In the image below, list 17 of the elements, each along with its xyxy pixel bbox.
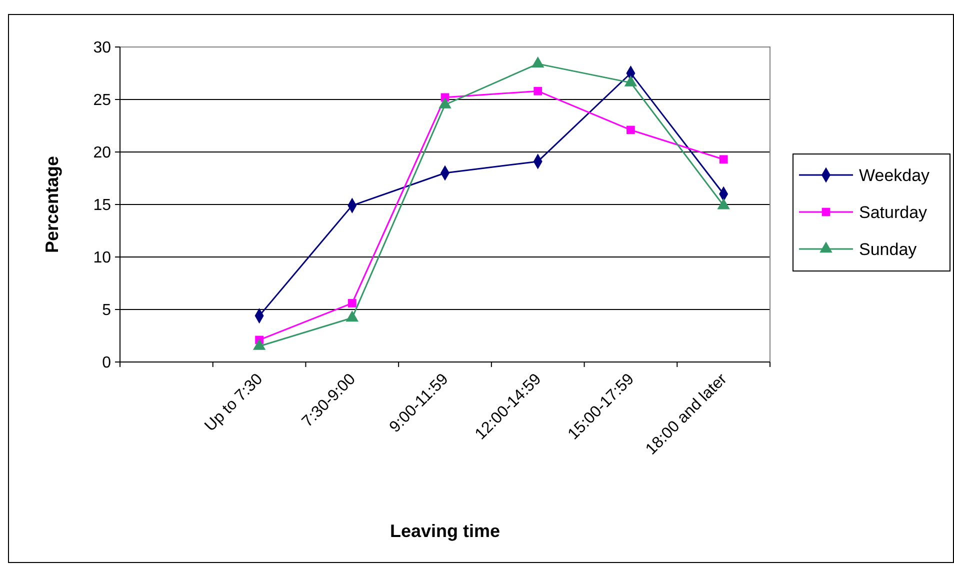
y-tick-label: 5 [102, 302, 112, 320]
point [534, 86, 542, 96]
x-tick-label: Up to 7:30 [202, 370, 266, 435]
legend-label: Weekday [859, 166, 930, 185]
point [719, 155, 728, 164]
legend-label: Saturday [859, 202, 928, 222]
point [626, 126, 635, 134]
point [348, 299, 356, 308]
y-tick-label: 0 [102, 354, 112, 372]
y-tick-label: 30 [93, 40, 112, 57]
y-tick-label: 15 [93, 197, 112, 214]
y-tick-label: 25 [93, 92, 112, 110]
legend-label: Sunday [859, 240, 918, 259]
x-axis-title: Leaving time [390, 521, 500, 541]
y-axis-title: Percentage [42, 156, 62, 254]
y-tick-label: 10 [93, 250, 112, 267]
y-tick-label: 20 [93, 144, 112, 162]
